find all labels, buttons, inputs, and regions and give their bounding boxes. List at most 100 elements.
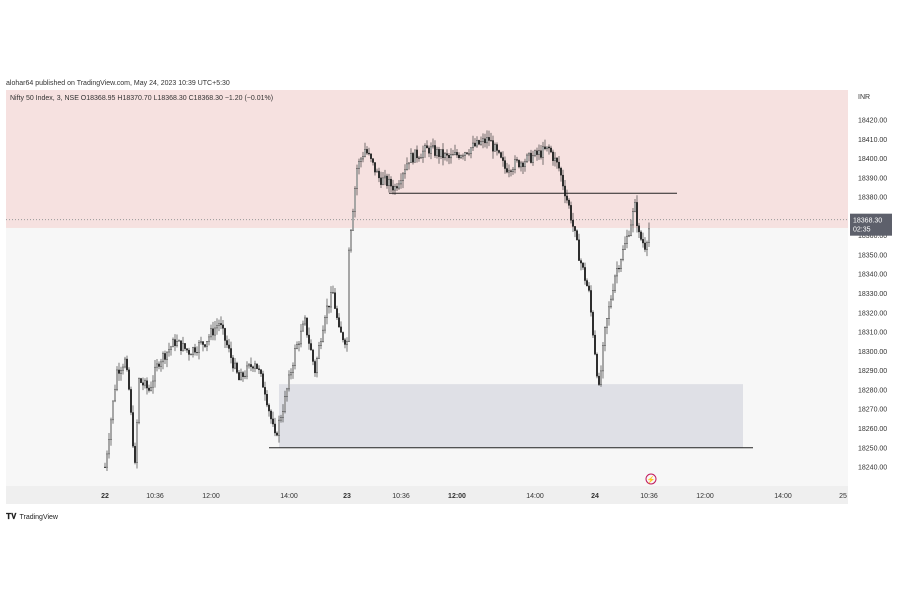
candle xyxy=(306,317,308,336)
candle xyxy=(538,150,540,155)
price-tick: 18300.00 xyxy=(858,349,887,356)
candle xyxy=(440,149,442,157)
candle xyxy=(236,362,238,373)
candle xyxy=(546,146,548,150)
candle xyxy=(214,327,216,336)
candle xyxy=(482,138,484,142)
candle xyxy=(624,243,626,250)
price-tick: 18260.00 xyxy=(858,426,887,433)
candle xyxy=(198,342,200,353)
event-flash-icon xyxy=(645,473,657,485)
candle xyxy=(602,345,604,372)
candle xyxy=(620,259,622,269)
candle xyxy=(526,154,528,163)
candle xyxy=(186,348,188,351)
candle xyxy=(116,369,118,390)
candle xyxy=(380,177,382,185)
candle xyxy=(594,334,596,355)
candle xyxy=(206,341,208,347)
candle xyxy=(348,249,350,342)
candle xyxy=(460,155,462,159)
candle xyxy=(458,154,460,159)
candle xyxy=(254,363,256,369)
tradingview-brand[interactable]: 𝐓𝐕 TradingView xyxy=(6,512,58,522)
candle xyxy=(264,387,266,395)
time-tick: 12:00 xyxy=(202,493,220,500)
candle xyxy=(350,229,352,251)
candle xyxy=(548,146,550,149)
candle xyxy=(570,205,572,221)
candle xyxy=(318,345,320,359)
candle xyxy=(392,185,394,191)
candle xyxy=(474,142,476,147)
last-price-label: 18368.30 xyxy=(853,218,882,225)
candle xyxy=(466,152,468,154)
candle xyxy=(512,169,514,172)
candle xyxy=(274,423,276,434)
demand-zone xyxy=(279,384,743,448)
candle xyxy=(176,341,178,346)
candle xyxy=(148,387,150,391)
candle xyxy=(384,175,386,179)
candle xyxy=(288,374,290,390)
candle xyxy=(636,202,638,227)
price-tick: 18420.00 xyxy=(858,118,887,125)
candle xyxy=(160,361,162,367)
time-tick: 10:36 xyxy=(146,493,164,500)
candle xyxy=(522,162,524,167)
candle xyxy=(220,323,222,326)
candle xyxy=(158,363,160,367)
last-price-badge xyxy=(850,213,892,236)
price-tick: 18330.00 xyxy=(858,291,887,298)
candle xyxy=(618,268,620,270)
candle xyxy=(104,466,106,468)
candle xyxy=(622,249,624,260)
candle xyxy=(484,138,486,144)
time-tick: 23 xyxy=(343,493,351,500)
candle xyxy=(112,400,114,421)
candle xyxy=(486,137,488,144)
candle xyxy=(124,358,126,368)
candle xyxy=(414,149,416,163)
candle xyxy=(358,161,360,169)
candle xyxy=(396,186,398,189)
candle xyxy=(336,308,338,318)
candle xyxy=(204,344,206,347)
candle xyxy=(530,152,532,163)
candle xyxy=(146,380,148,389)
candle xyxy=(412,153,414,163)
candle xyxy=(320,341,322,346)
candle xyxy=(166,351,168,360)
candle xyxy=(126,358,128,371)
candle xyxy=(202,341,204,345)
candle xyxy=(472,142,474,149)
candle xyxy=(500,152,502,158)
candle xyxy=(582,262,584,268)
candle xyxy=(276,432,278,436)
candle xyxy=(178,340,180,342)
candle xyxy=(192,347,194,355)
candle xyxy=(234,362,236,369)
candle xyxy=(580,260,582,264)
candle xyxy=(268,404,270,412)
candle xyxy=(502,157,504,161)
price-chart[interactable]: 18420.00 18410.00 18400.00 18390.00 18380.00… xyxy=(6,90,894,504)
candle xyxy=(270,410,272,420)
candle xyxy=(574,226,576,231)
candle xyxy=(250,364,252,367)
candle xyxy=(150,386,152,391)
candle xyxy=(114,389,116,402)
time-tick: 10:36 xyxy=(392,493,410,500)
candle xyxy=(382,177,384,185)
symbol-legend: Nifty 50 Index, 3, NSE O18368.95 H18370.… xyxy=(10,95,274,102)
candle xyxy=(138,378,140,423)
candle xyxy=(508,170,510,173)
candle xyxy=(560,167,562,176)
candle xyxy=(190,354,192,356)
candle xyxy=(340,326,342,333)
candle xyxy=(616,268,618,277)
price-tick: 18380.00 xyxy=(858,195,887,202)
candle xyxy=(188,349,190,355)
candle xyxy=(510,170,512,172)
candle xyxy=(378,170,380,179)
